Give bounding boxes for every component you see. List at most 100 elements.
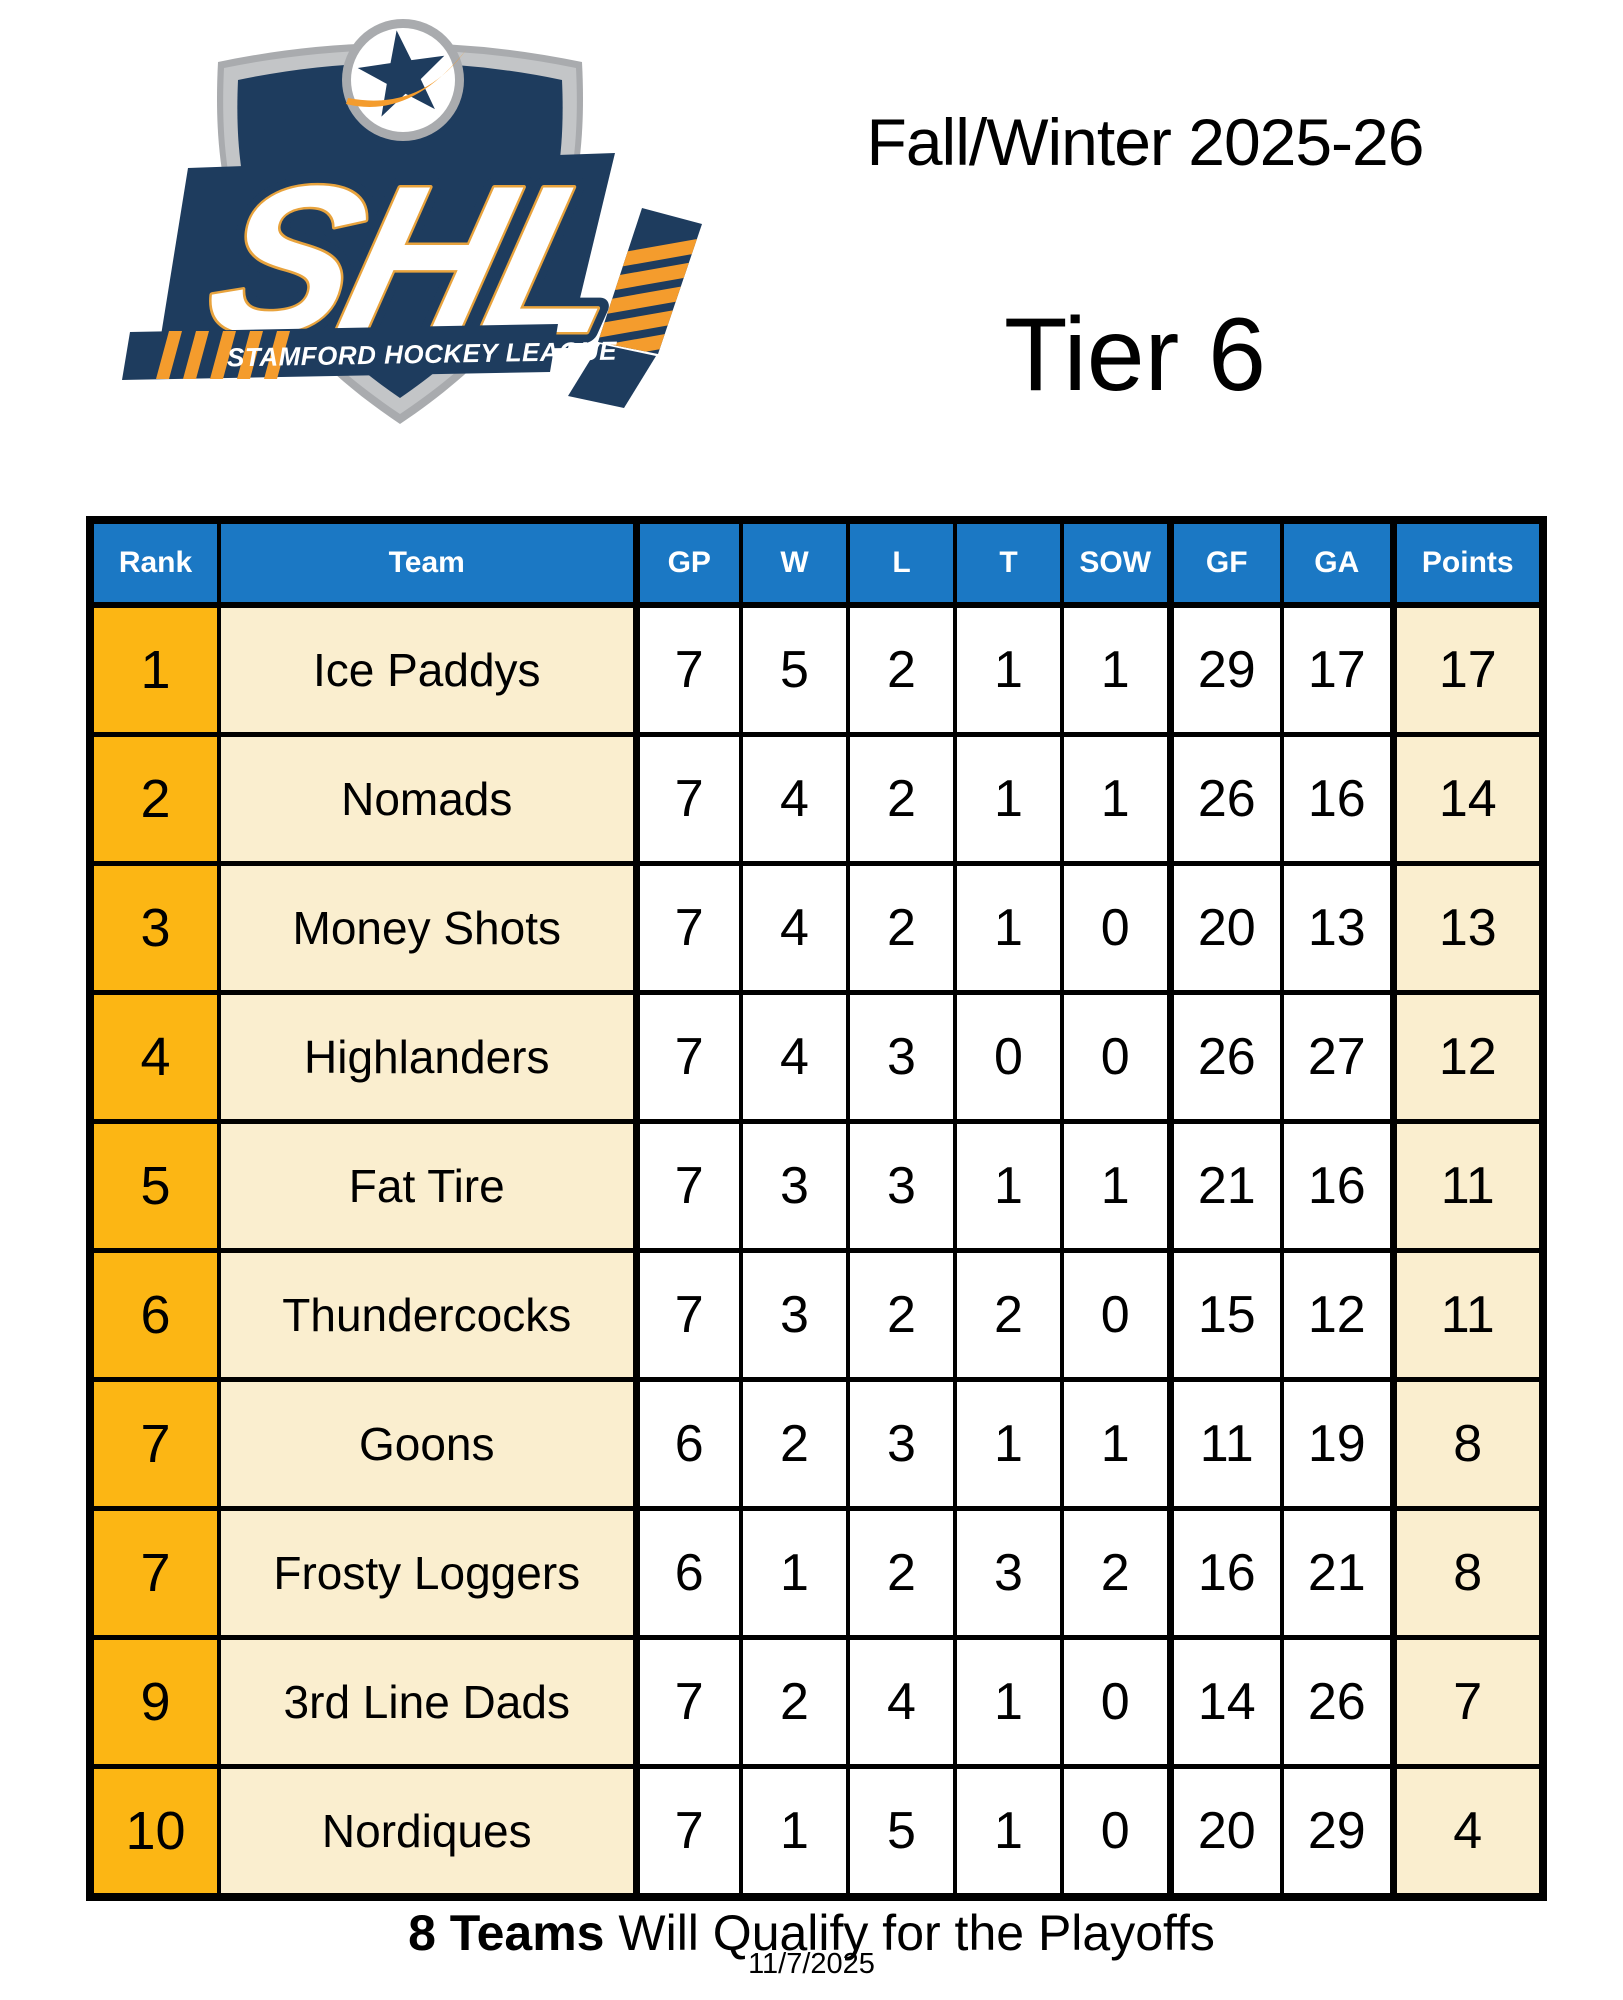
col-header-team: Team <box>217 518 638 608</box>
rank-cell: 6 <box>88 1248 221 1382</box>
w-cell: 4 <box>739 990 850 1124</box>
w-cell: 4 <box>739 861 850 995</box>
table-row: 7 Frosty Loggers 6 1 2 3 2 16 21 8 <box>88 1506 1545 1640</box>
l-cell: 2 <box>846 732 957 866</box>
t-cell: 1 <box>953 1635 1064 1769</box>
standings-header: Rank Team GP W L T SOW GF GA Points <box>88 518 1545 608</box>
t-cell: 1 <box>953 1764 1064 1900</box>
shl-logo: SHL SHL STAMFORD HOCKEY LEAGUE <box>122 19 702 424</box>
sow-cell: 0 <box>1060 1248 1172 1382</box>
gp-cell: 7 <box>632 1764 743 1900</box>
l-cell: 5 <box>846 1764 957 1900</box>
season-title: Fall/Winter 2025-26 <box>866 105 1425 179</box>
w-cell: 3 <box>739 1248 850 1382</box>
table-row: 3 Money Shots 7 4 2 1 0 20 13 13 <box>88 861 1545 995</box>
gf-cell: 20 <box>1166 1764 1284 1900</box>
sow-cell: 1 <box>1060 602 1172 737</box>
team-cell: Ice Paddys <box>217 602 638 737</box>
standings-table: Rank Team GP W L T SOW GF GA Points 1 Ice… <box>86 516 1547 1901</box>
gf-cell: 21 <box>1166 1119 1284 1253</box>
team-cell: 3rd Line Dads <box>217 1635 638 1769</box>
t-cell: 1 <box>953 1119 1064 1253</box>
sow-cell: 1 <box>1060 1377 1172 1511</box>
points-cell: 7 <box>1389 1635 1545 1769</box>
ga-cell: 29 <box>1280 1764 1395 1900</box>
ga-cell: 13 <box>1280 861 1395 995</box>
gp-cell: 7 <box>632 1119 743 1253</box>
w-cell: 4 <box>739 732 850 866</box>
star-icon <box>357 30 445 117</box>
points-cell: 8 <box>1389 1506 1545 1640</box>
standings-tbody: 1 Ice Paddys 7 5 2 1 1 29 17 17 2 Nomads 7 4 2 1 1 26 16 14… <box>88 602 1545 1900</box>
ga-cell: 26 <box>1280 1635 1395 1769</box>
w-cell: 1 <box>739 1764 850 1900</box>
table-row: 1 Ice Paddys 7 5 2 1 1 29 17 17 <box>88 602 1545 737</box>
table-row: 4 Highlanders 7 4 3 0 0 26 27 12 <box>88 990 1545 1124</box>
table-row: 2 Nomads 7 4 2 1 1 26 16 14 <box>88 732 1545 866</box>
sow-cell: 1 <box>1060 732 1172 866</box>
ga-cell: 27 <box>1280 990 1395 1124</box>
ga-cell: 17 <box>1280 602 1395 737</box>
gp-cell: 7 <box>632 732 743 866</box>
star-swoosh-icon <box>346 50 466 107</box>
team-cell: Nomads <box>217 732 638 866</box>
rank-cell: 5 <box>88 1119 221 1253</box>
team-cell: Fat Tire <box>217 1119 638 1253</box>
points-cell: 12 <box>1389 990 1545 1124</box>
table-row: 5 Fat Tire 7 3 3 1 1 21 16 11 <box>88 1119 1545 1253</box>
gf-cell: 29 <box>1166 602 1284 737</box>
table-row: 7 Goons 6 2 3 1 1 11 19 8 <box>88 1377 1545 1511</box>
rank-cell: 10 <box>88 1764 221 1900</box>
l-cell: 3 <box>846 990 957 1124</box>
points-cell: 13 <box>1389 861 1545 995</box>
playoff-qualify-note: 8 Teams Will Qualify for the Playoffs <box>0 1904 1623 1962</box>
gp-cell: 7 <box>632 602 743 737</box>
w-cell: 1 <box>739 1506 850 1640</box>
gf-cell: 14 <box>1166 1635 1284 1769</box>
t-cell: 0 <box>953 990 1064 1124</box>
t-cell: 1 <box>953 1377 1064 1511</box>
team-cell: Money Shots <box>217 861 638 995</box>
col-header-w: W <box>739 518 850 608</box>
sow-cell: 0 <box>1060 1764 1172 1900</box>
qualify-text: Will Qualify for the Playoffs <box>604 1905 1215 1961</box>
ga-cell: 16 <box>1280 732 1395 866</box>
logo-star-medallion <box>342 19 466 141</box>
t-cell: 1 <box>953 732 1064 866</box>
rank-cell: 3 <box>88 861 221 995</box>
rank-cell: 4 <box>88 990 221 1124</box>
w-cell: 2 <box>739 1635 850 1769</box>
gf-cell: 16 <box>1166 1506 1284 1640</box>
gf-cell: 15 <box>1166 1248 1284 1382</box>
gp-cell: 7 <box>632 1248 743 1382</box>
t-cell: 3 <box>953 1506 1064 1640</box>
gp-cell: 7 <box>632 1635 743 1769</box>
rank-cell: 9 <box>88 1635 221 1769</box>
rank-cell: 1 <box>88 602 221 737</box>
l-cell: 2 <box>846 602 957 737</box>
team-cell: Nordiques <box>217 1764 638 1900</box>
table-row: 6 Thundercocks 7 3 2 2 0 15 12 11 <box>88 1248 1545 1382</box>
gf-cell: 11 <box>1166 1377 1284 1511</box>
ga-cell: 12 <box>1280 1248 1395 1382</box>
w-cell: 3 <box>739 1119 850 1253</box>
t-cell: 1 <box>953 861 1064 995</box>
gf-cell: 26 <box>1166 990 1284 1124</box>
gf-cell: 20 <box>1166 861 1284 995</box>
table-row: 9 3rd Line Dads 7 2 4 1 0 14 26 7 <box>88 1635 1545 1769</box>
logo-wordmark-slab <box>158 153 615 354</box>
ga-cell: 16 <box>1280 1119 1395 1253</box>
standings-date: 11/7/2025 <box>748 1948 875 1980</box>
points-cell: 11 <box>1389 1248 1545 1382</box>
rank-cell: 7 <box>88 1506 221 1640</box>
t-cell: 1 <box>953 602 1064 737</box>
sow-cell: 1 <box>1060 1119 1172 1253</box>
ga-cell: 19 <box>1280 1377 1395 1511</box>
gp-cell: 7 <box>632 990 743 1124</box>
sow-cell: 0 <box>1060 861 1172 995</box>
header-row: Rank Team GP W L T SOW GF GA Points <box>88 518 1545 608</box>
col-header-points: Points <box>1389 518 1545 608</box>
l-cell: 3 <box>846 1119 957 1253</box>
col-header-rank: Rank <box>88 518 221 608</box>
